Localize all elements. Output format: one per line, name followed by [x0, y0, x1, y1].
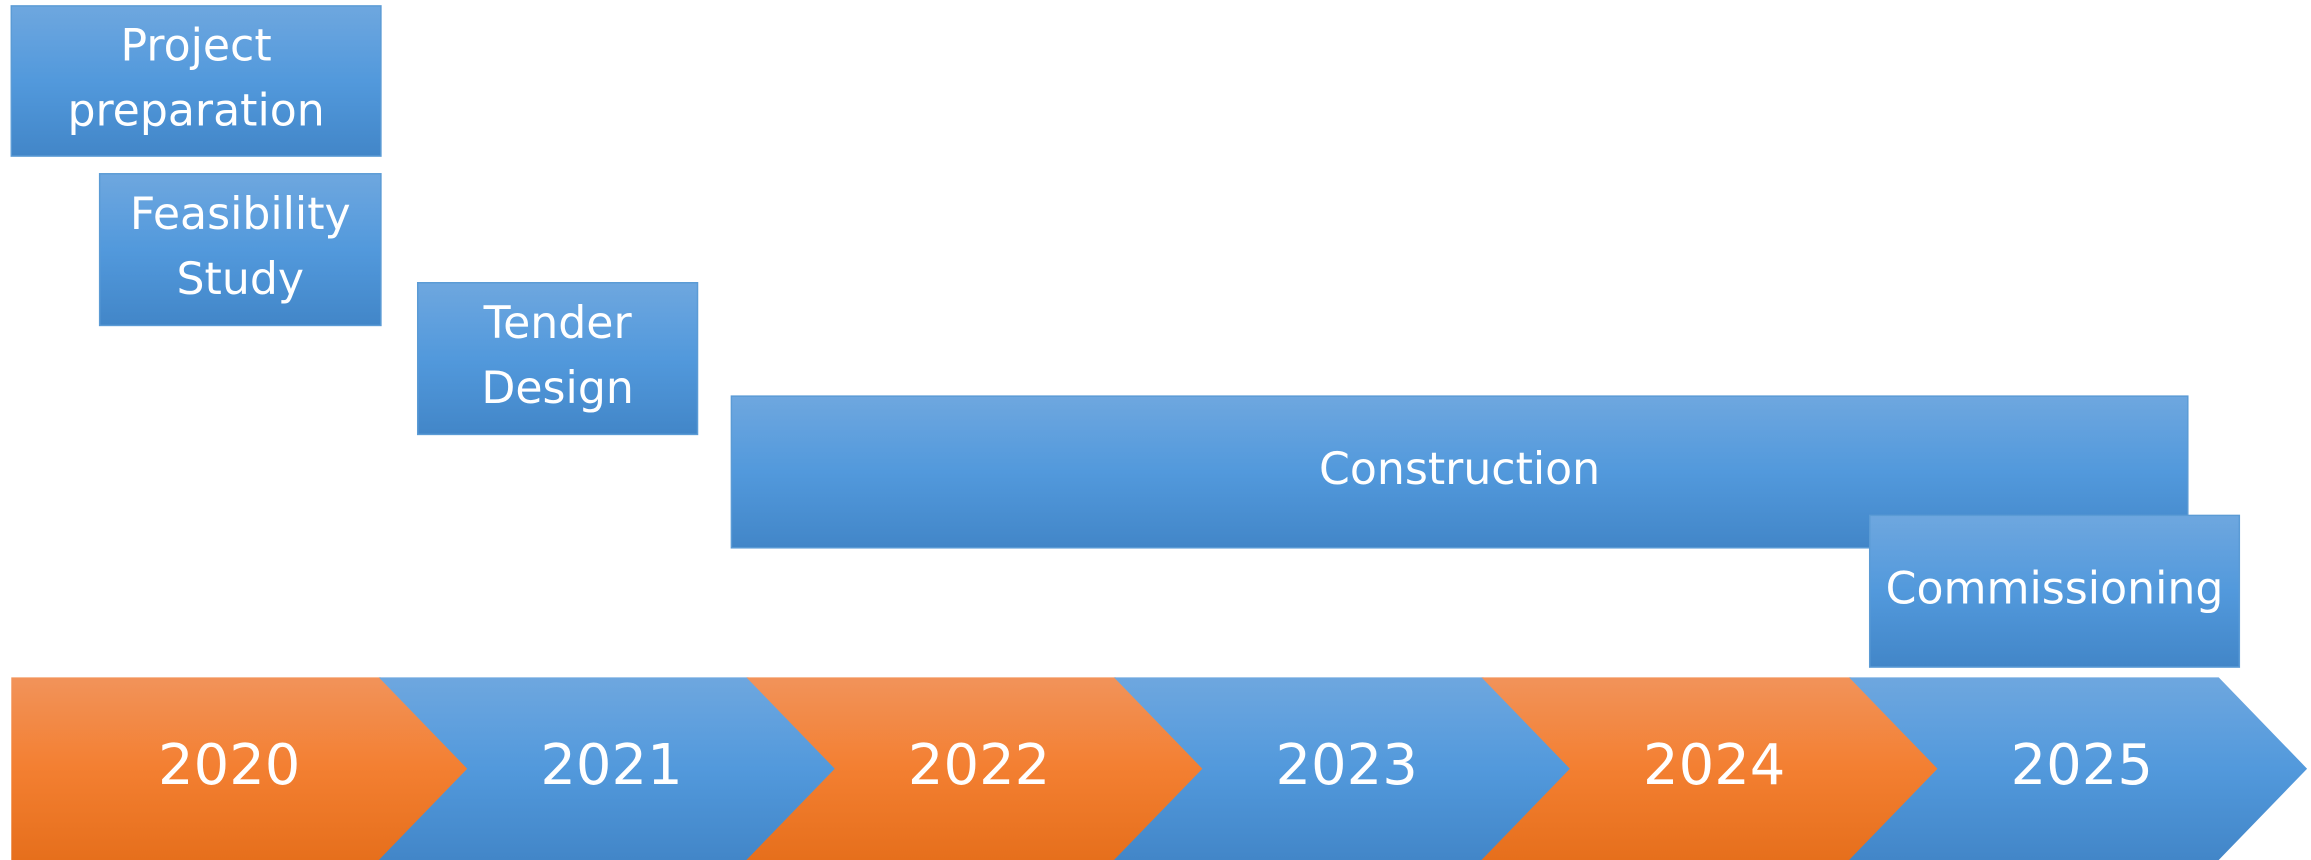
year-chevron	[1481, 677, 1940, 860]
phase-label: Construction	[1319, 444, 1600, 495]
phase-label: Study	[177, 254, 304, 305]
year-chevron	[378, 677, 837, 860]
year-chevron	[11, 677, 470, 860]
phase-box	[416, 282, 699, 436]
phase-label: Commissioning	[1886, 563, 2224, 614]
year-chevron	[1113, 677, 1572, 860]
year-label: 2025	[2011, 733, 2153, 798]
year-chevron	[746, 677, 1205, 860]
phase-label: Project	[121, 21, 272, 72]
year-label: 2022	[908, 733, 1050, 798]
year-label: 2020	[158, 733, 300, 798]
phase-label: preparation	[67, 85, 324, 136]
phase-box	[98, 173, 382, 327]
phase-label: Design	[481, 363, 633, 414]
year-label: 2024	[1643, 733, 1785, 798]
phase-box	[10, 5, 382, 157]
phase-label: Tender	[483, 298, 633, 349]
year-chevron	[1849, 677, 2308, 860]
year-label: 2023	[1275, 733, 1417, 798]
phase-box	[1868, 514, 2241, 668]
phase-label: Feasibility	[130, 189, 351, 240]
year-label: 2021	[540, 733, 682, 798]
